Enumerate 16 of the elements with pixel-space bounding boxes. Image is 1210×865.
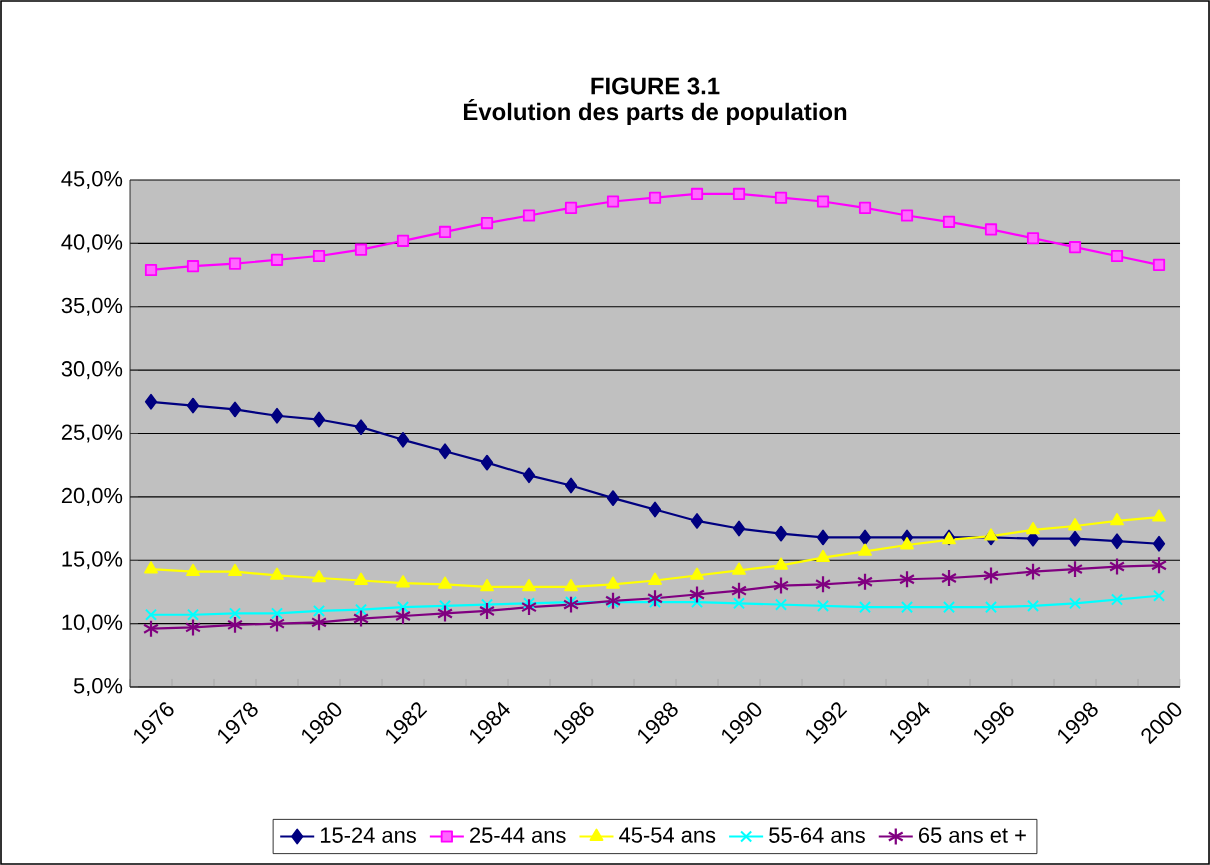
chart-title: FIGURE 3.1 [591, 77, 720, 95]
y-tick-label: 40,0% [61, 234, 123, 253]
chart-subtitle: Évolution des parts de population [463, 98, 847, 126]
y-tick-label: 25,0% [61, 424, 123, 443]
legend-label: 45-54 ans [619, 827, 716, 843]
legend-label: 25-44 ans [470, 827, 566, 843]
legend-label: 55-64 ans [769, 827, 865, 843]
y-tick-label: 20,0% [61, 487, 123, 506]
y-tick-label: 45,0% [61, 170, 123, 190]
y-tick-label: 30,0% [61, 361, 123, 380]
y-tick-label: 15,0% [62, 551, 123, 570]
legend-label: 65 ans et + [919, 827, 1026, 843]
y-tick-label: 5,0% [73, 677, 123, 697]
y-tick-label: 35,0% [61, 297, 123, 316]
legend-label: 15-24 ans [320, 827, 416, 843]
y-tick-label: 10,0% [62, 614, 123, 633]
